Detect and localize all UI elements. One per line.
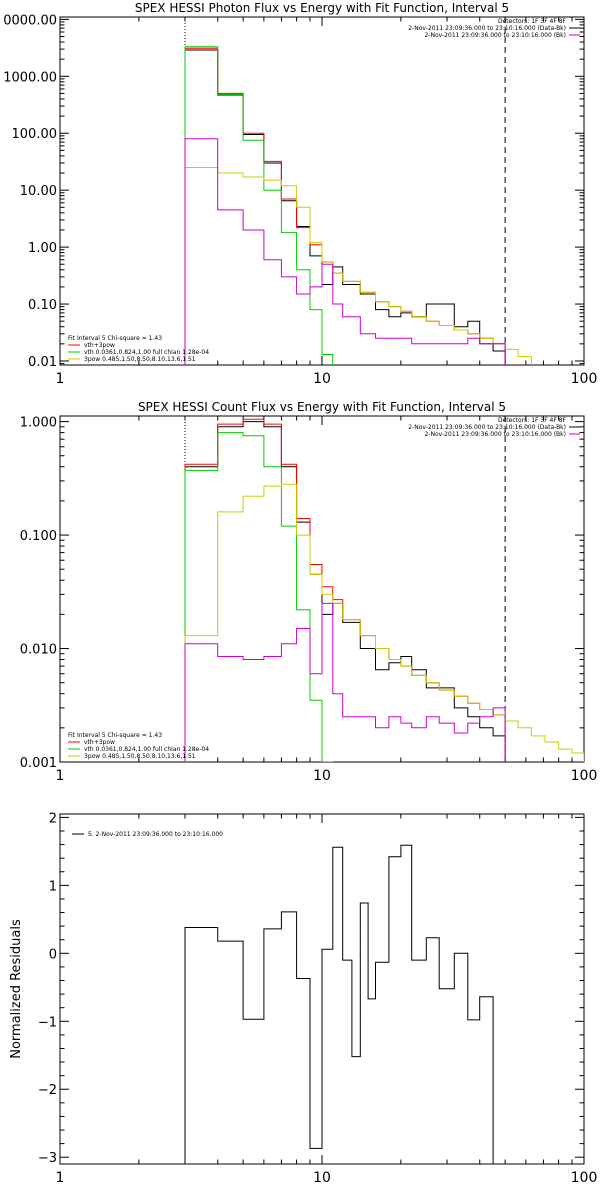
legend-entry: Detectors: 1F 3F 4F 8F	[498, 417, 567, 424]
series-line-1	[184, 49, 506, 365]
y-tick-label: 0.001	[20, 756, 57, 771]
legend-entry: 2-Nov-2011 23:09:36.000 to 23:10:16.000 …	[408, 424, 566, 431]
x-tick-label: 10	[313, 371, 331, 387]
series-line-5	[184, 138, 506, 365]
series-line-1	[184, 844, 494, 1164]
y-tick-label: 0.10	[28, 298, 57, 313]
legend-entry: vth+3pow	[84, 739, 115, 746]
series-line-3	[184, 432, 334, 762]
y-tick-label: 1	[49, 879, 57, 894]
x-tick-label: 10	[313, 1170, 331, 1186]
chart-panel-3: Normalized Residuals 1 10 100 −3 −2 −1 0 1 2 5. 2-…	[9, 811, 597, 1186]
chart-panel-1: SPEX HESSI Photon Flux vs Energy with Fi…	[3, 1, 597, 387]
legend-entry: Fit Interval 5 Chi-square = 1.43	[68, 732, 162, 739]
series-line-3	[184, 46, 334, 365]
legend-entry: Detectors: 1F 3F 4F 8F	[498, 18, 567, 25]
y-tick-label: −3	[38, 1151, 57, 1166]
y-tick-label: 0	[49, 947, 57, 962]
x-tick-label: 100	[571, 768, 598, 784]
series-line-2	[184, 418, 506, 762]
y-tick-label: −1	[38, 1015, 57, 1030]
y-tick-label: 10.00	[20, 184, 57, 199]
legend-entry: vth 0.0361,0.824,1.00 full chian 1.28e-0…	[84, 746, 209, 753]
x-tick-label: 1	[56, 371, 65, 387]
y-tick-label: −2	[38, 1083, 57, 1098]
chart-panel-2: SPEX HESSI Count Flux vs Energy with Fit…	[20, 400, 598, 784]
legend-entry: 5. 2-Nov-2011 23:09:36.000 to 23:10:16.0…	[88, 831, 223, 838]
legend-entry: 2-Nov-2011 23:09:36.000 to 23:10:16.000 …	[424, 32, 566, 39]
legend-entry: 2-Nov-2011 23:09:36.000 to 23:10:16.000 …	[424, 431, 566, 438]
y-tick-label: 0000.00	[3, 13, 57, 28]
x-tick-label: 10	[313, 768, 331, 784]
legend-entry: Fit Interval 5 Chi-square = 1.43	[68, 335, 162, 342]
legend-entry: vth 0.0361,0.824,1.00 full chian 1.28e-0…	[84, 349, 209, 356]
chart-title: SPEX HESSI Count Flux vs Energy with Fit…	[138, 400, 506, 414]
y-tick-label: 1.00	[28, 241, 57, 256]
y-tick-label: 100.00	[12, 127, 58, 142]
x-tick-label: 100	[571, 371, 598, 387]
y-tick-label: 0.01	[28, 355, 57, 370]
y-axis-label: Normalized Residuals	[9, 919, 24, 1059]
x-tick-label: 100	[571, 1170, 598, 1186]
legend-entry: 2-Nov-2011 23:09:36.000 to 23:10:16.000 …	[408, 25, 566, 32]
series-line-4	[184, 483, 584, 762]
legend-entry: 3pow 0.485,1.50,8.50,8.10,13.6,1.51	[84, 356, 196, 363]
series-group	[184, 46, 532, 365]
y-tick-label: 0.100	[20, 529, 57, 544]
series-group	[184, 418, 584, 762]
y-tick-label: 1000.00	[3, 70, 57, 85]
x-tick-label: 1	[56, 1170, 65, 1186]
legend-entry: 3pow 0.485,1.50,8.50,8.10,13.6,1.51	[84, 753, 196, 760]
series-line-1	[184, 421, 506, 762]
series-line-4	[184, 167, 532, 365]
y-tick-label: 1.000	[20, 416, 57, 431]
legend-entry: vth+3pow	[84, 342, 115, 349]
x-tick-label: 1	[56, 768, 65, 784]
series-group	[184, 844, 494, 1164]
series-line-2	[184, 47, 506, 365]
chart-title: SPEX HESSI Photon Flux vs Energy with Fi…	[135, 1, 509, 15]
y-tick-label: 2	[49, 811, 57, 826]
series-line-5	[184, 602, 506, 762]
y-tick-label: 0.010	[20, 643, 57, 658]
